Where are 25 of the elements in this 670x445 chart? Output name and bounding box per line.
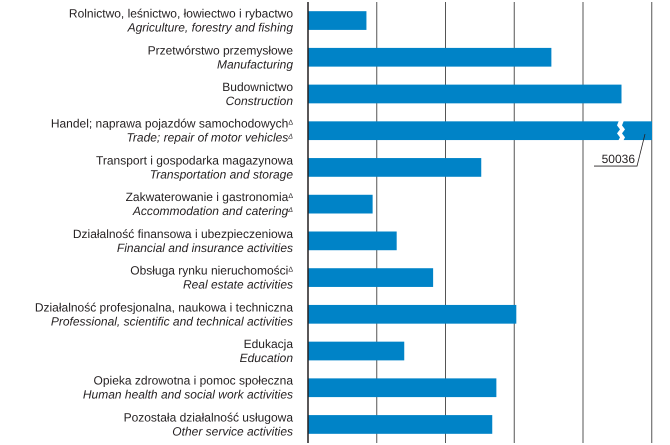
bar [308,304,516,324]
bar [308,11,366,30]
bar [308,158,482,177]
y-tick-label: Działalność profesjonalna, naukowa i techniczna Professional, scientific and technical activities [34,300,294,328]
bar [308,268,434,287]
y-tick-label: Pozostała działalność usługowa Other service activities [124,410,294,438]
bar [308,84,622,104]
y-tick-label: Przetwórstwo przemysłowe Manufacturing [148,43,294,72]
bar [308,342,404,360]
y-tick-label: Opieka zdrowotna i pomoc społeczna Human health and social work activities [82,374,294,402]
bar [308,378,496,398]
y-tick-label: Zakwaterowanie i gastronomia$^{Δ}$ Accommodation and catering$^{Δ}$ [126,190,294,218]
y-tick-label: Działalność finansowa i ubezpieczeniowa Financial and insurance activities [72,226,294,255]
y-tick-label: Handel; naprawa pojazdów samochodowych$^{Δ}$ Trade; repair of motor vehicles$^{Δ}$ [50,116,294,145]
y-tick-label: Budownictwo Construction [222,80,294,108]
bar [308,194,373,214]
y-tick-label: Transport i gospodarka magazynowa Transportation and storage [96,153,294,182]
y-tick-label: Rolnictwo, leśnictwo, łowiectwo i rybactwo Agriculture, forestry and fishing [68,6,294,35]
y-tick-label: Obsługa rynku nieruchomości$^{Δ}$ Real estate activities [130,264,294,292]
bar [308,48,552,67]
bar [308,231,397,250]
bar [308,121,652,140]
bar [308,415,492,434]
data-label: 50036 [602,152,636,166]
y-tick-label: Edukacja Education [240,337,294,366]
